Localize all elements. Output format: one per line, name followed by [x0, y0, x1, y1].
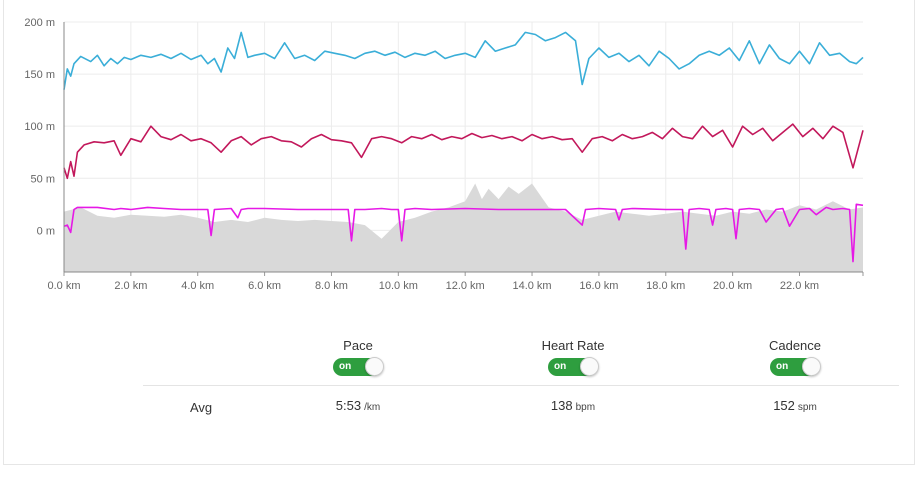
- y-tick-label: 100 m: [24, 121, 55, 133]
- cadence-toggle[interactable]: on: [770, 357, 821, 376]
- heart-rate-toggle-text: on: [554, 361, 567, 372]
- elevation-area: [64, 183, 863, 272]
- x-tick-label: 4.0 km: [181, 280, 214, 292]
- pace-toggle-text: on: [339, 361, 352, 372]
- activity-chart[interactable]: 200 m 150 m 100 m 50 m 0 m 0.0 km 2.0 km 4.0 k…: [0, 0, 919, 300]
- cadence-line: [63, 203, 864, 263]
- heart-rate-line: [63, 123, 864, 180]
- y-tick-label: 0 m: [37, 225, 55, 237]
- chart-axes: [63, 22, 864, 276]
- pace-control: Pace on: [288, 338, 428, 376]
- x-tick-label: 18.0 km: [646, 280, 685, 292]
- x-tick-label: 10.0 km: [379, 280, 418, 292]
- heart-rate-control: Heart Rate on: [503, 338, 643, 376]
- x-tick-label: 16.0 km: [579, 280, 618, 292]
- pace-label: Pace: [343, 338, 373, 353]
- elevation-fill: [64, 183, 863, 272]
- cadence-toggle-text: on: [776, 361, 789, 372]
- x-tick-label: 14.0 km: [512, 280, 551, 292]
- y-axis-labels: 200 m 150 m 100 m 50 m 0 m: [24, 17, 55, 237]
- toggle-knob: [365, 357, 384, 376]
- pace-toggle[interactable]: on: [333, 357, 384, 376]
- toggle-knob: [802, 357, 821, 376]
- y-tick-label: 50 m: [31, 173, 55, 185]
- x-tick-label: 22.0 km: [780, 280, 819, 292]
- x-tick-label: 12.0 km: [446, 280, 485, 292]
- heart-rate-label: Heart Rate: [541, 338, 605, 353]
- toggle-knob: [580, 357, 599, 376]
- x-tick-label: 8.0 km: [315, 280, 348, 292]
- heart-rate-toggle[interactable]: on: [548, 357, 599, 376]
- x-tick-label: 0.0 km: [47, 280, 80, 292]
- y-tick-label: 200 m: [24, 17, 55, 29]
- pace-line: [63, 31, 864, 90]
- y-tick-label: 150 m: [24, 69, 55, 81]
- x-tick-label: 2.0 km: [114, 280, 147, 292]
- series-lines: [63, 31, 864, 263]
- cadence-control: Cadence on: [725, 338, 865, 376]
- x-tick-label: 6.0 km: [248, 280, 281, 292]
- cadence-label: Cadence: [768, 338, 822, 353]
- x-axis-labels: 0.0 km 2.0 km 4.0 km 6.0 km 8.0 km 10.0 km 12.…: [47, 280, 819, 292]
- x-tick-label: 20.0 km: [713, 280, 752, 292]
